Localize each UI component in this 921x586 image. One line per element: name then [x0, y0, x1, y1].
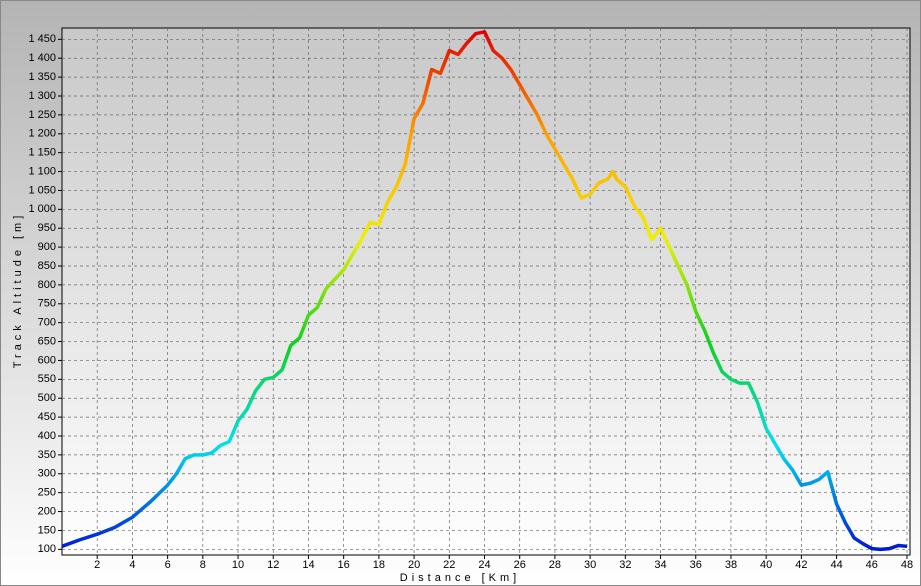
y-tick-label: 450 [38, 411, 56, 423]
y-tick-label: 500 [38, 392, 56, 404]
y-tick-label: 200 [38, 505, 56, 517]
x-tick-label: 36 [690, 559, 702, 571]
y-tick-label: 1 200 [28, 128, 56, 140]
x-tick-label: 44 [830, 559, 842, 571]
x-tick-label: 42 [795, 559, 807, 571]
y-tick-label: 250 [38, 487, 56, 499]
y-tick-label: 650 [38, 335, 56, 347]
y-tick-label: 750 [38, 298, 56, 310]
y-tick-label: 850 [38, 260, 56, 272]
x-tick-label: 14 [302, 559, 314, 571]
y-tick-label: 1 100 [28, 165, 56, 177]
y-tick-label: 150 [38, 524, 56, 536]
y-tick-label: 550 [38, 373, 56, 385]
y-tick-label: 1 400 [28, 52, 56, 64]
y-tick-label: 400 [38, 430, 56, 442]
x-tick-label: 6 [165, 559, 171, 571]
x-axis-title: Distance [Km] [400, 572, 520, 584]
x-tick-label: 38 [725, 559, 737, 571]
y-tick-label: 1 150 [28, 147, 56, 159]
x-tick-label: 34 [654, 559, 666, 571]
x-tick-label: 30 [584, 559, 596, 571]
x-tick-label: 8 [200, 559, 206, 571]
x-tick-label: 18 [373, 559, 385, 571]
x-tick-label: 2 [94, 559, 100, 571]
y-tick-label: 1 000 [28, 203, 56, 215]
y-tick-label: 700 [38, 317, 56, 329]
x-tick-label: 40 [760, 559, 772, 571]
x-tick-label: 26 [514, 559, 526, 571]
y-axis-title: Track Altitude [m] [12, 212, 24, 369]
x-tick-label: 4 [129, 559, 135, 571]
x-tick-label: 12 [267, 559, 279, 571]
y-tick-label: 1 250 [28, 109, 56, 121]
y-tick-label: 300 [38, 468, 56, 480]
x-tick-label: 16 [338, 559, 350, 571]
x-tick-label: 28 [549, 559, 561, 571]
y-tick-label: 1 450 [28, 33, 56, 45]
y-tick-label: 900 [38, 241, 56, 253]
plot-area [61, 27, 911, 556]
y-tick-label: 800 [38, 279, 56, 291]
y-tick-label: 350 [38, 449, 56, 461]
y-tick-label: 950 [38, 222, 56, 234]
x-tick-label: 20 [408, 559, 420, 571]
x-tick-label: 24 [478, 559, 490, 571]
x-tick-label: 48 [901, 559, 913, 571]
y-tick-label: 1 350 [28, 71, 56, 83]
y-tick-label: 100 [38, 543, 56, 555]
altitude-line [61, 30, 908, 552]
y-tick-label: 1 300 [28, 90, 56, 102]
x-tick-label: 10 [232, 559, 244, 571]
y-tick-label: 1 050 [28, 184, 56, 196]
x-tick-label: 22 [443, 559, 455, 571]
x-tick-label: 32 [619, 559, 631, 571]
y-tick-label: 600 [38, 354, 56, 366]
x-tick-label: 46 [866, 559, 878, 571]
